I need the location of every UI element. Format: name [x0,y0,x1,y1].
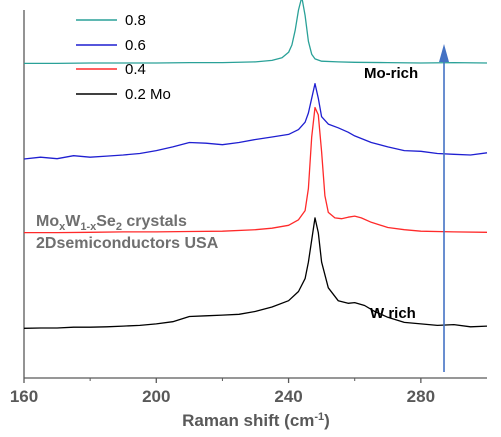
legend-label-0-2-mo: 0.2 Mo [125,86,171,103]
legend-label-0-6: 0.6 [125,37,146,54]
annotation-w-rich: W rich [370,305,416,322]
series-line-0-2-mo [23,217,488,329]
x-tick-label-200: 200 [142,387,170,406]
x-tick-label-160: 160 [10,387,38,406]
legend-label-0-8: 0.8 [125,12,146,29]
legend-label-0-4: 0.4 [125,61,146,78]
x-tick-label-240: 240 [274,387,302,406]
series-line-0-6 [23,82,488,160]
annotation-company: 2Dsemiconductors USA [36,235,219,252]
series-line-0-8 [24,0,488,65]
arrow-head [439,44,450,62]
annotation-crystal-formula: MoxW1-xSe2 crystals [36,213,187,233]
composition-arrow [439,44,450,372]
legend: 0.8 0.6 0.4 0.2 Mo [76,12,171,103]
series-line-0-4 [24,106,488,234]
annotation-mo-rich: Mo-rich [364,65,418,82]
x-tick-label-280: 280 [407,387,435,406]
series-group [23,0,488,329]
x-tick-group: 160 200 240 280 [10,378,435,406]
x-axis-title: Raman shift (cm-1) [182,411,330,430]
